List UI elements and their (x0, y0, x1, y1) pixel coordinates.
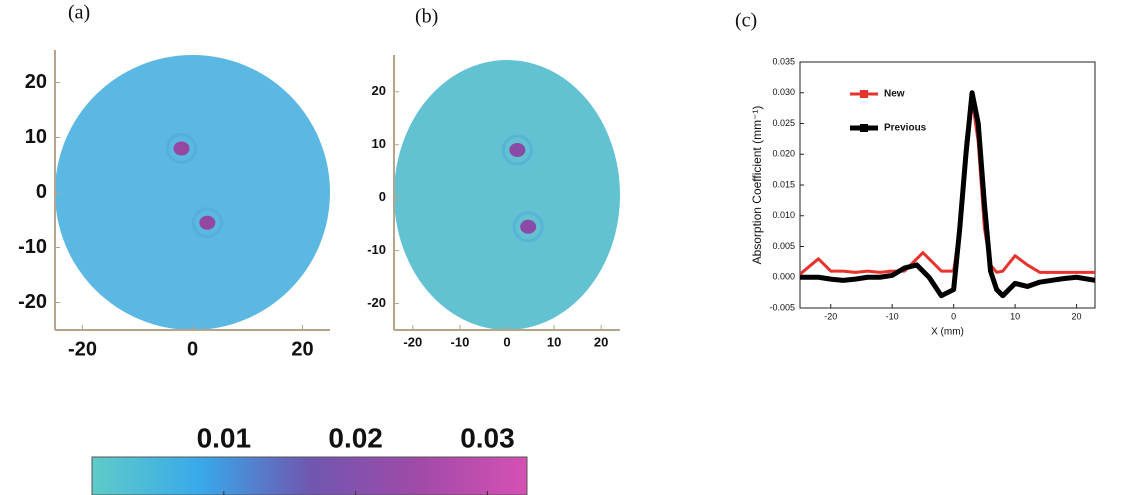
x-tick-label: -10 (886, 311, 899, 321)
x-tick-label: 0 (187, 338, 198, 360)
y-tick-label: 0.025 (772, 118, 795, 128)
y-tick-label: 0.020 (772, 149, 795, 159)
y-tick-label: -10 (367, 242, 386, 257)
x-tick-label: 20 (594, 334, 608, 349)
series-line (799, 97, 1095, 276)
panel-label: (a) (68, 2, 90, 24)
x-tick-label: 0 (503, 334, 510, 349)
x-tick-label: 20 (1072, 311, 1082, 321)
spot (520, 219, 537, 234)
colorbar-label: 0.01 (197, 422, 252, 453)
disk (394, 60, 620, 330)
legend-label: Previous (884, 123, 927, 134)
colorbar (91, 456, 528, 495)
spot-halo (166, 133, 197, 164)
x-tick-label: 0 (951, 311, 956, 321)
colorbar-label: 0.02 (328, 422, 383, 453)
y-tick-label: 10 (25, 126, 47, 148)
spot (173, 141, 190, 156)
spot-halo (191, 207, 223, 239)
y-tick-label: 20 (372, 83, 386, 98)
panel-label: (c) (735, 10, 757, 32)
legend-marker (860, 90, 868, 98)
spot-halo (501, 134, 533, 166)
y-tick-label: -20 (367, 295, 386, 310)
x-tick-label: -20 (403, 334, 422, 349)
legend-marker (860, 124, 868, 132)
x-tick-label: -20 (68, 338, 97, 360)
x-tick-label: 10 (1010, 311, 1020, 321)
y-tick-label: -0.005 (769, 302, 795, 312)
disk (55, 55, 330, 330)
y-tick-label: -20 (18, 291, 47, 313)
y-tick-label: 0 (379, 189, 386, 204)
y-tick-label: 0.010 (772, 210, 795, 220)
x-tick-label: 10 (547, 334, 561, 349)
colorbar-label: 0.03 (460, 422, 515, 453)
x-tick-label: 20 (291, 338, 313, 360)
panel-label: (b) (415, 6, 438, 28)
x-tick-label: -20 (824, 311, 837, 321)
y-tick-label: -10 (18, 236, 47, 258)
y-tick-label: 0.035 (772, 56, 795, 66)
y-tick-label: 0.015 (772, 179, 795, 189)
y-tick-label: 0.030 (772, 87, 795, 97)
x-axis-label: X (mm) (931, 327, 964, 338)
y-tick-label: 0 (36, 181, 47, 203)
spot (199, 215, 216, 230)
spot-halo (512, 211, 544, 243)
spot (509, 143, 526, 157)
series-line (800, 90, 1096, 299)
y-tick-label: 10 (372, 136, 386, 151)
y-tick-label: 20 (25, 71, 47, 93)
legend-label: New (884, 89, 905, 100)
x-tick-label: -10 (451, 334, 470, 349)
y-tick-label: 0.005 (772, 241, 795, 251)
y-axis-label: Absorption Coefficient (mm⁻¹) (750, 106, 764, 265)
y-tick-label: 0.000 (772, 272, 795, 282)
